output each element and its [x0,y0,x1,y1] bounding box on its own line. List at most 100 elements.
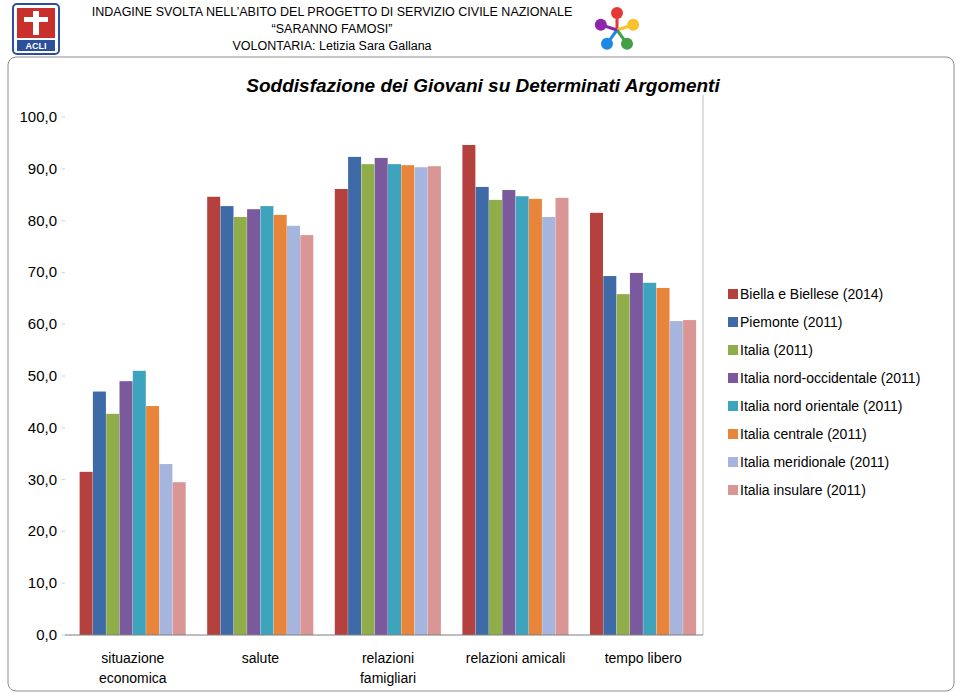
x-tick-line: relazioni [362,650,414,666]
legend-label: Italia insulare (2011) [740,482,866,498]
legend-swatch [728,317,738,327]
header-line: INDAGINE SVOLTA NELL’ABITO DEL PROGETTO … [92,5,572,19]
x-tick-line: tempo libero [605,650,682,666]
logo-ray [604,30,617,48]
tick-mark [62,531,65,532]
legend-swatch [728,373,738,383]
y-tick-label: 70,0 [28,263,57,280]
legend-swatch [728,289,738,299]
x-tick-label: salute [242,650,280,666]
y-tick-label: 10,0 [28,574,57,591]
tick-mark [62,324,65,325]
legend-label: Italia (2011) [740,342,813,358]
bar [415,167,428,635]
bar [106,414,119,635]
bar [462,145,475,635]
tick-mark [62,583,65,584]
bar [516,196,529,635]
tick-mark [62,635,65,636]
bar [361,164,374,635]
bar [260,206,273,635]
bar [300,235,313,635]
bar [173,482,186,635]
chart-frame [8,57,954,691]
legend-label: Biella e Biellese (2014) [740,286,883,302]
logo-frame [13,4,59,54]
bar [603,276,616,635]
legend-swatch [728,345,738,355]
x-tick-label: situazione economica [99,650,167,686]
bar [335,189,348,635]
bar [502,190,515,635]
logo-ray [617,23,638,30]
bar [630,273,643,635]
legend-label: Italia meridionale (2011) [740,454,889,470]
logo-shape [17,40,55,51]
tick-mark [62,427,65,428]
bar [401,165,414,635]
legend-label: Piemonte (2011) [740,314,842,330]
bar [683,320,696,635]
y-tick-label: 0,0 [36,626,57,643]
x-tick-label: tempo libero [605,650,682,666]
chart: ACLI INDAGINE SVOLTA NELL’ABITO DEL PROGE… [0,0,960,697]
legend-swatch [728,485,738,495]
bar [287,226,300,635]
bar [476,187,489,635]
x-tick-line: salute [242,650,280,666]
logo-ray [616,8,619,30]
x-tick-line: economica [99,670,167,686]
y-tick-label: 100,0 [19,108,57,125]
bar [556,198,569,635]
legend-label: Italia nord orientale (2011) [740,398,902,414]
x-tick-line: relazioni amicali [466,650,566,666]
title: Soddisfazione dei Giovani su Determinati… [246,75,720,96]
x-tick-line: situazione [101,650,164,666]
y-tick-label: 60,0 [28,315,57,332]
x-tick-label: relazioni amicali [466,650,566,666]
bar [590,213,603,635]
y-tick-label: 90,0 [28,160,57,177]
bar [133,371,146,635]
bar [348,157,361,635]
tick-mark [62,376,65,377]
y-tick-label: 40,0 [28,419,57,436]
y-tick-label: 50,0 [28,367,57,384]
header-line: VOLONTARIA: Letizia Sara Gallana [232,39,431,53]
plot-edge [703,95,704,635]
bar [120,381,133,635]
logo-ray [596,23,617,30]
bar [93,392,106,635]
bar [388,164,401,635]
bar [207,197,220,635]
bar [80,472,93,635]
logo-shape [17,8,55,38]
x-axis [65,635,703,636]
bar [643,283,656,635]
bar [221,206,234,635]
y-tick-label: 20,0 [28,522,57,539]
bar [670,321,683,635]
tick-mark [62,272,65,273]
y-tick-label: 80,0 [28,212,57,229]
legend-label: Italia centrale (2011) [740,426,867,442]
legend-label: Italia nord-occidentale (2011) [740,370,920,386]
bar [657,288,670,635]
bar [542,217,555,635]
bar [247,209,260,635]
legend-swatch [728,429,738,439]
bars [80,145,697,635]
bar [617,294,630,635]
logo-shape [33,11,39,35]
tick-mark [62,479,65,480]
bar [146,406,159,635]
bar [489,200,502,635]
logo: ACLI [13,4,59,54]
header-line: “SARANNO FAMOSI” [272,22,393,36]
bar [529,199,542,635]
logo-shape [24,17,48,22]
legend-swatch [728,457,738,467]
bar [234,217,247,635]
tick-mark [62,168,65,169]
bar [159,464,172,635]
